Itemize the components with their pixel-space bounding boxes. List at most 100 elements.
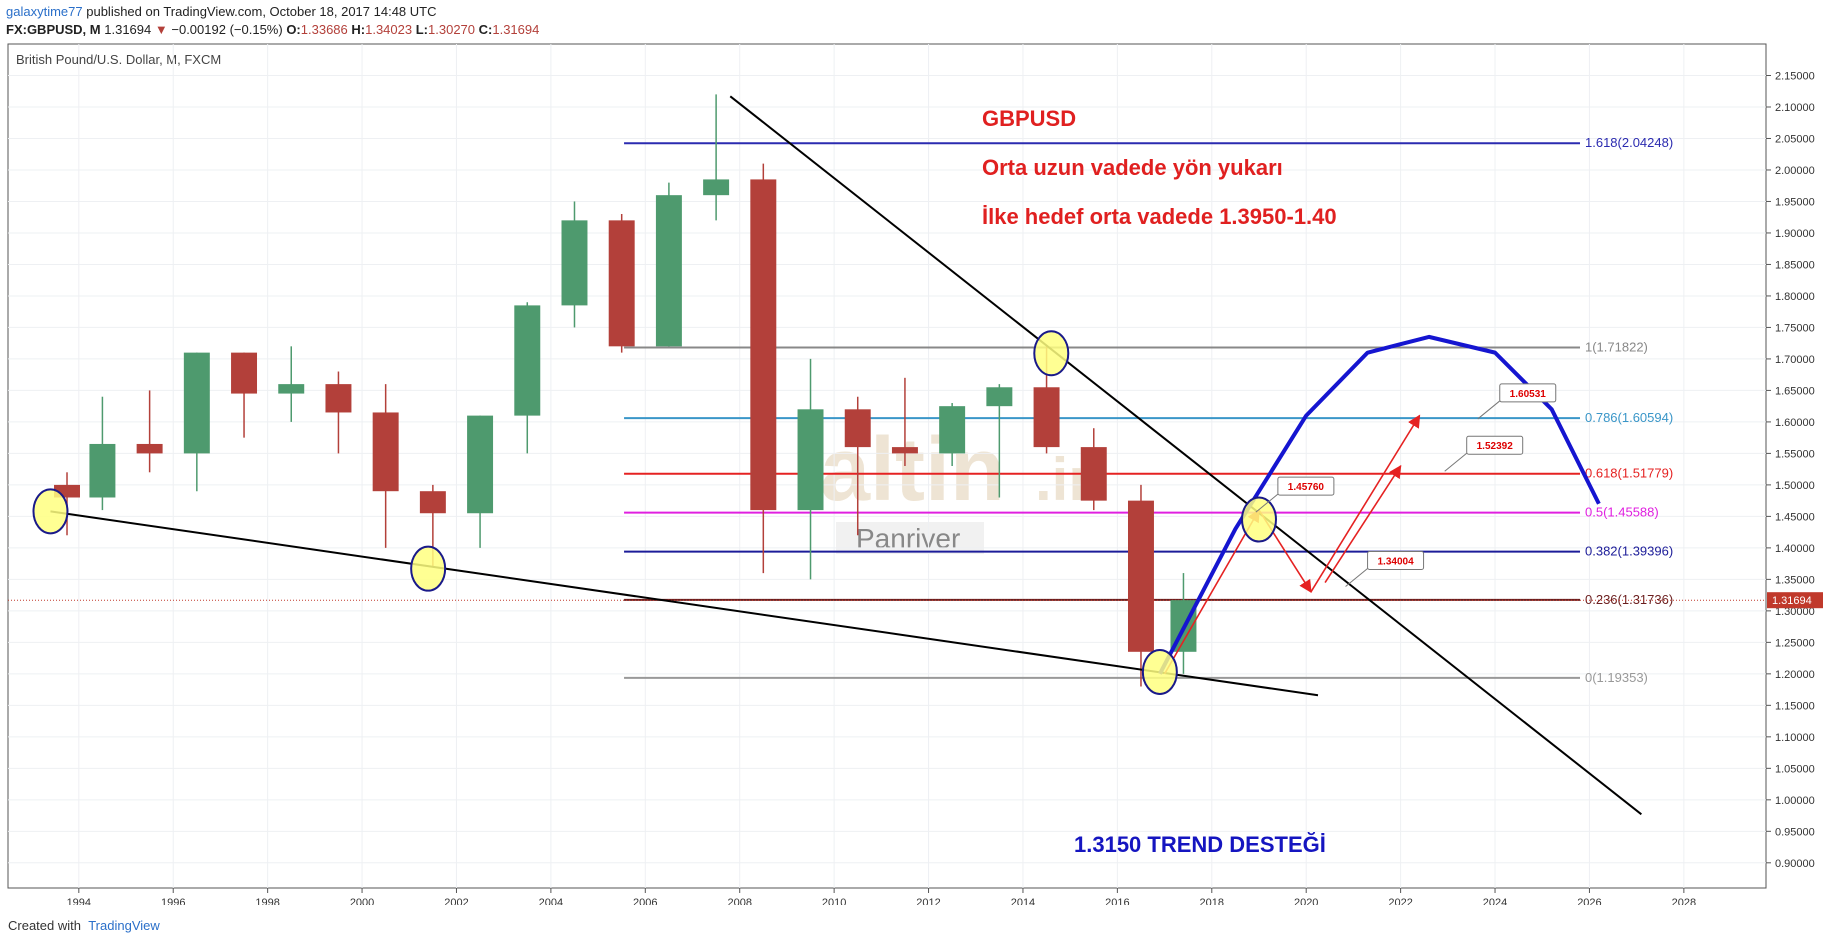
y-tick-label: 1.40000	[1775, 543, 1815, 555]
candle-body	[136, 443, 163, 454]
x-tick-label: 2006	[633, 897, 657, 905]
x-tick-label: 2010	[822, 897, 846, 905]
candle-body	[231, 352, 258, 394]
x-tick-label: 2024	[1483, 897, 1507, 905]
y-tick-label: 1.25000	[1775, 637, 1815, 649]
candle-body	[797, 409, 824, 511]
candle-body	[183, 352, 210, 454]
candle-body	[655, 195, 682, 347]
y-tick-label: 1.85000	[1775, 259, 1815, 271]
ohlc-key: L:	[415, 22, 429, 37]
y-tick-label: 2.10000	[1775, 102, 1815, 114]
ohlc-key: O:	[286, 22, 301, 37]
callout-pointer	[1444, 452, 1468, 472]
y-tick-label: 1.35000	[1775, 574, 1815, 586]
fib-label: 0.236(1.31736)	[1585, 592, 1673, 607]
y-tick-label: 1.10000	[1775, 732, 1815, 744]
created: Created with	[8, 918, 81, 933]
x-tick-label: 2012	[916, 897, 940, 905]
x-tick-label: 2000	[350, 897, 374, 905]
y-tick-label: 1.05000	[1775, 763, 1815, 775]
y-tick-label: 2.15000	[1775, 70, 1815, 82]
fib-label: 0.786(1.60594)	[1585, 410, 1673, 425]
y-tick-label: 2.05000	[1775, 133, 1815, 145]
candle-body	[1033, 387, 1060, 448]
y-tick-label: 2.00000	[1775, 165, 1815, 177]
last-price-box	[1767, 592, 1823, 609]
arrow	[1324, 464, 1402, 583]
x-tick-label: 1996	[161, 897, 185, 905]
candle-body	[325, 384, 352, 413]
trend-note: 1.3150 TREND DESTEĞİ	[1074, 832, 1326, 857]
x-tick-label: 2014	[1011, 897, 1035, 905]
candle-body	[1127, 500, 1154, 652]
x-tick-label: 2018	[1200, 897, 1224, 905]
fib-label: 0.618(1.51779)	[1585, 466, 1673, 481]
x-tick-label: 2022	[1388, 897, 1412, 905]
y-tick-label: 1.95000	[1775, 196, 1815, 208]
arrow	[1163, 508, 1260, 675]
last-price-label: 1.31694	[1772, 595, 1812, 607]
candle-body	[891, 447, 918, 454]
user[interactable]: galaxytime77	[6, 4, 83, 19]
marker-circle	[410, 545, 447, 592]
brand[interactable]: TradingView	[88, 918, 160, 933]
published: published on TradingView.com, October 18…	[86, 4, 437, 19]
fib-label: 1.618(2.04248)	[1585, 135, 1673, 150]
symbol: FX:GBPUSD, M	[6, 22, 101, 37]
y-tick-label: 0.90000	[1775, 858, 1815, 870]
candle-body	[419, 491, 446, 514]
y-tick-label: 1.60000	[1775, 417, 1815, 429]
candle-body	[514, 305, 541, 416]
callout-label: 1.52392	[1477, 441, 1514, 452]
x-tick-label: 2028	[1672, 897, 1696, 905]
candle-body	[844, 409, 871, 448]
symbol-line: FX:GBPUSD, M 1.31694 ▼ −0.00192 (−0.15%)…	[6, 22, 539, 37]
callout-label: 1.45760	[1288, 482, 1325, 493]
annotation: GBPUSD	[982, 106, 1076, 131]
watermark: Panriver	[856, 523, 960, 554]
chart-title: British Pound/U.S. Dollar, M, FXCM	[16, 52, 221, 67]
plot-frame	[7, 43, 1767, 889]
down-icon: ▼	[154, 22, 168, 37]
candle-body	[986, 387, 1013, 407]
trendline	[729, 95, 1642, 816]
x-tick-label: 2020	[1294, 897, 1318, 905]
candle-body	[278, 384, 305, 394]
ohlc-value: 1.33686	[300, 22, 348, 37]
candle-body	[467, 415, 494, 514]
candle-body	[1080, 447, 1107, 501]
callout-label: 1.34004	[1377, 556, 1414, 567]
candle-body	[608, 220, 635, 347]
y-tick-label: 1.65000	[1775, 385, 1815, 397]
candle-body	[89, 443, 116, 498]
callout-box	[1499, 383, 1557, 403]
callout-pointer	[1345, 568, 1368, 587]
y-tick-label: 1.80000	[1775, 291, 1815, 303]
marker-circle	[1033, 330, 1070, 377]
ohlc-key: C:	[478, 22, 493, 37]
y-tick-label: 1.55000	[1775, 448, 1815, 460]
x-tick-label: 1994	[67, 897, 91, 905]
y-tick-label: 1.20000	[1775, 669, 1815, 681]
callout-box	[1277, 476, 1335, 496]
trendline	[50, 510, 1319, 697]
annotation: İlke hedef orta vadede 1.3950-1.40	[982, 204, 1337, 229]
last: 1.31694	[104, 22, 152, 37]
candle-body	[939, 406, 966, 454]
y-tick-label: 1.70000	[1775, 354, 1815, 366]
ohlc-value: 1.31694	[492, 22, 540, 37]
ohlc-value: 1.34023	[365, 22, 413, 37]
candle-body	[750, 179, 777, 511]
ohlc-key: H:	[351, 22, 366, 37]
x-tick-label: 2004	[539, 897, 563, 905]
annotation: Orta uzun vadede yön yukarı	[982, 155, 1283, 180]
x-tick-label: 1998	[255, 897, 279, 905]
ohlc-value: 1.30270	[428, 22, 476, 37]
callout-label: 1.60531	[1510, 389, 1547, 400]
callout-pointer	[1255, 493, 1279, 513]
chart: British Pound/U.S. Dollar, M, FXCM altin…	[7, 43, 1823, 905]
y-tick-label: 1.45000	[1775, 511, 1815, 523]
arrow	[1310, 414, 1421, 593]
